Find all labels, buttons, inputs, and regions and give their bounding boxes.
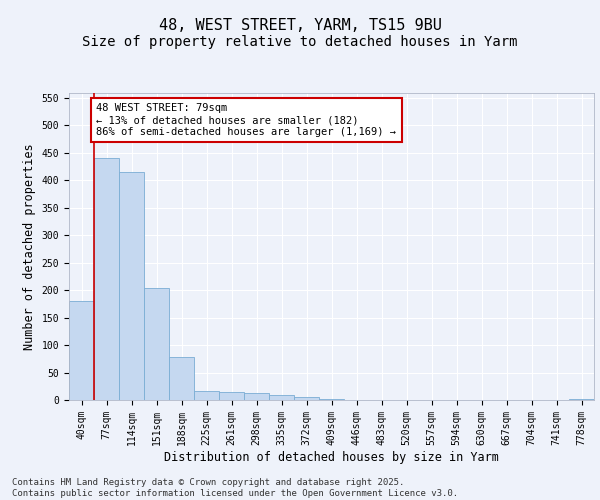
Bar <box>219 392 244 400</box>
Bar <box>569 399 594 400</box>
X-axis label: Distribution of detached houses by size in Yarm: Distribution of detached houses by size … <box>164 450 499 464</box>
Bar <box>119 172 144 400</box>
Bar <box>194 390 219 400</box>
Bar <box>269 395 294 400</box>
Text: 48, WEST STREET, YARM, TS15 9BU: 48, WEST STREET, YARM, TS15 9BU <box>158 18 442 32</box>
Text: Size of property relative to detached houses in Yarm: Size of property relative to detached ho… <box>82 35 518 49</box>
Bar <box>69 300 94 400</box>
Bar <box>244 394 269 400</box>
Text: 48 WEST STREET: 79sqm
← 13% of detached houses are smaller (182)
86% of semi-det: 48 WEST STREET: 79sqm ← 13% of detached … <box>97 104 397 136</box>
Bar <box>94 158 119 400</box>
Y-axis label: Number of detached properties: Number of detached properties <box>23 143 36 350</box>
Bar <box>319 399 344 400</box>
Text: Contains HM Land Registry data © Crown copyright and database right 2025.
Contai: Contains HM Land Registry data © Crown c… <box>12 478 458 498</box>
Bar <box>169 356 194 400</box>
Bar <box>294 398 319 400</box>
Bar <box>144 288 169 400</box>
